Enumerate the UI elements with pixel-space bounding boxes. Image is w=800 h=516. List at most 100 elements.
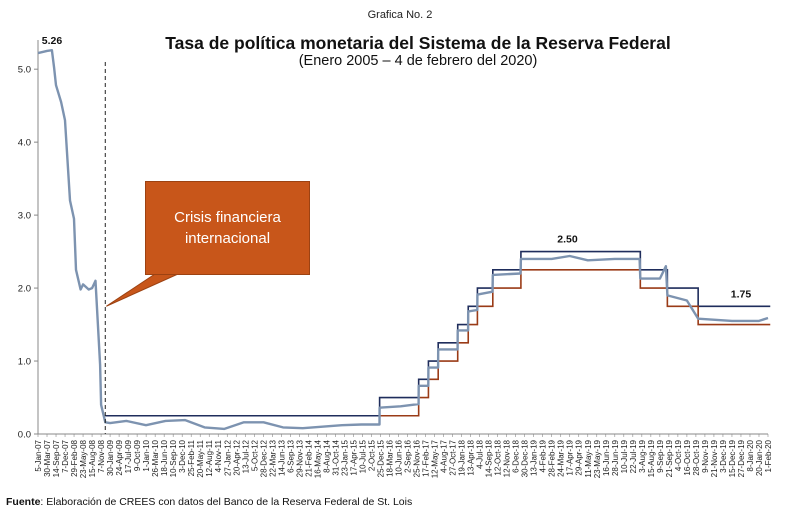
x-tick-label: 19-Jan-18 xyxy=(458,439,467,476)
x-tick-label: 30-Jan-09 xyxy=(106,439,115,476)
series-line-upper-target-bound xyxy=(105,250,771,417)
x-tick-label: 13-Jan-19 xyxy=(530,439,539,476)
x-tick-label: 5-Jan-07 xyxy=(34,439,43,471)
x-tick-label: 16-Oct-19 xyxy=(683,439,692,475)
x-tick-label: 26-Mar-10 xyxy=(151,439,160,476)
y-tick-label: 4.0 xyxy=(18,138,31,149)
x-tick-label: 13-Jul-12 xyxy=(241,439,250,473)
x-tick-label: 3-Dec-19 xyxy=(719,439,728,472)
x-tick-label: 10-Sep-10 xyxy=(169,439,178,477)
x-tick-label: 9-Nov-19 xyxy=(701,439,710,472)
x-tick-label: 5-Oct-12 xyxy=(250,439,259,471)
x-tick-label: 14-Jun-13 xyxy=(277,439,286,476)
x-tick-label: 30-Dec-18 xyxy=(521,439,530,477)
x-tick-label: 28-Feb-19 xyxy=(548,439,557,476)
chart-annotations: 5.26 2.50 1.75 xyxy=(42,35,752,434)
x-tick-label: 18-Mar-16 xyxy=(385,439,394,476)
x-tick-label: 17-Jul-09 xyxy=(124,439,133,473)
value-annotation: 1.75 xyxy=(731,288,752,300)
x-tick-label: 9-Sep-19 xyxy=(656,439,665,472)
x-tick-label: 4-Feb-19 xyxy=(539,439,548,472)
x-tick-label: 15-Aug-19 xyxy=(647,439,656,477)
x-axis: 5-Jan-07 30-Mar-07 14-Sep-07 7-Dec-07 29-Feb… xyxy=(34,433,773,478)
x-tick-label: 25-Dec-15 xyxy=(376,439,385,477)
x-tick-label: 1-Feb-20 xyxy=(764,439,773,472)
chart-subtitle: (Enero 2005 – 4 de febrero del 2020) xyxy=(298,53,538,69)
x-tick-label: 4-Oct-19 xyxy=(674,439,683,471)
x-tick-label: 8-Jan-20 xyxy=(746,439,755,471)
x-tick-label: 27-Jan-12 xyxy=(223,439,232,476)
x-tick-label: 1-Jan-10 xyxy=(142,439,151,471)
x-tick-label: 2-Sep-16 xyxy=(404,439,413,472)
x-tick-label: 18-Jun-10 xyxy=(160,439,169,476)
callout-pointer xyxy=(105,273,179,307)
x-tick-label: 14-Sep-07 xyxy=(52,439,61,477)
x-tick-label: 23-May-19 xyxy=(593,439,602,478)
x-tick-label: 30-Mar-07 xyxy=(43,439,52,476)
x-tick-label: 17-Apr-15 xyxy=(349,439,358,475)
x-tick-label: 16-May-14 xyxy=(313,439,322,478)
x-tick-label: 17-Apr-19 xyxy=(566,439,575,475)
x-tick-label: 10-Jun-16 xyxy=(394,439,403,476)
x-tick-label: 24-Apr-09 xyxy=(115,439,124,475)
x-tick-label: 7-Dec-07 xyxy=(61,439,70,472)
x-tick-label: 21-Feb-14 xyxy=(304,439,313,476)
x-tick-label: 12-Aug-11 xyxy=(205,439,214,476)
x-tick-label: 20-Jan-20 xyxy=(755,439,764,476)
y-tick-label: 1.0 xyxy=(18,357,31,368)
x-tick-label: 4-Aug-17 xyxy=(440,439,449,472)
crisis-callout: Crisis financiera internacional xyxy=(145,181,310,275)
x-tick-label: 17-Feb-17 xyxy=(422,439,431,476)
x-tick-label: 29-Nov-13 xyxy=(295,439,304,477)
y-tick-label: 0.0 xyxy=(18,430,31,441)
x-tick-label: 12-May-17 xyxy=(431,439,440,478)
x-tick-label: 3-Dec-10 xyxy=(178,439,187,472)
x-tick-label: 20-Apr-12 xyxy=(232,439,241,475)
x-tick-label: 16-Jun-19 xyxy=(602,439,611,476)
x-tick-label: 24-Mar-19 xyxy=(557,439,566,476)
x-tick-label: 28-Oct-19 xyxy=(692,439,701,475)
x-tick-label: 6-Dec-18 xyxy=(512,439,521,472)
x-tick-label: 22-Mar-13 xyxy=(268,439,277,476)
x-tick-label: 15-Dec-19 xyxy=(728,439,737,477)
x-tick-label: 27-Oct-17 xyxy=(449,439,458,475)
x-tick-label: 2-Oct-15 xyxy=(367,439,376,471)
chart-number-label: Grafica No. 2 xyxy=(367,9,433,21)
x-tick-label: 25-Feb-11 xyxy=(187,439,196,476)
source-label: Fuente xyxy=(6,496,41,508)
x-tick-label: 27-Dec-19 xyxy=(737,439,746,477)
x-tick-label: 23-Jan-15 xyxy=(340,439,349,476)
x-tick-label: 9-Oct-09 xyxy=(133,439,142,471)
x-tick-label: 29-Apr-19 xyxy=(575,439,584,475)
y-axis: 0.0 1.0 2.0 3.0 4.0 5.0 xyxy=(18,40,39,441)
x-tick-label: 10-Jul-15 xyxy=(358,439,367,473)
source-text: : Elaboración de CREES con datos del Ban… xyxy=(40,496,413,508)
x-tick-label: 12-Oct-18 xyxy=(494,439,503,475)
y-tick-label: 3.0 xyxy=(18,211,31,222)
chart-title: Tasa de política monetaria del Sistema d… xyxy=(165,33,671,53)
value-annotation: 5.26 xyxy=(42,35,63,47)
source-note: Fuente: Elaboración de CREES con datos d… xyxy=(6,496,412,508)
y-tick-label: 2.0 xyxy=(18,284,31,295)
y-tick-label: 5.0 xyxy=(18,65,31,76)
x-tick-label: 11-May-19 xyxy=(584,439,593,477)
x-tick-label: 22-Jul-19 xyxy=(629,439,638,473)
x-tick-label: 21-Sep-19 xyxy=(665,439,674,477)
x-tick-label: 29-Feb-08 xyxy=(70,439,79,476)
value-annotation: 2.50 xyxy=(557,234,578,246)
x-tick-label: 12-Nov-18 xyxy=(503,439,512,477)
x-tick-label: 8-Aug-14 xyxy=(322,439,331,472)
x-tick-label: 28-Dec-12 xyxy=(259,439,268,477)
x-tick-label: 15-Aug-08 xyxy=(88,439,97,477)
x-tick-label: 31-Oct-14 xyxy=(331,439,340,475)
x-tick-label: 7-Nov-08 xyxy=(97,439,106,472)
x-tick-label: 4-Nov-11 xyxy=(214,439,223,472)
x-tick-label: 6-Sep-13 xyxy=(286,439,295,472)
series-line-effective-rate xyxy=(37,49,769,431)
x-tick-label: 25-Nov-16 xyxy=(413,439,422,477)
x-tick-label: 21-Nov-19 xyxy=(710,439,719,477)
x-tick-label: 28-Jun-19 xyxy=(611,439,620,476)
x-tick-label: 23-May-08 xyxy=(79,439,88,478)
x-tick-label: 4-Jul-18 xyxy=(476,439,485,468)
